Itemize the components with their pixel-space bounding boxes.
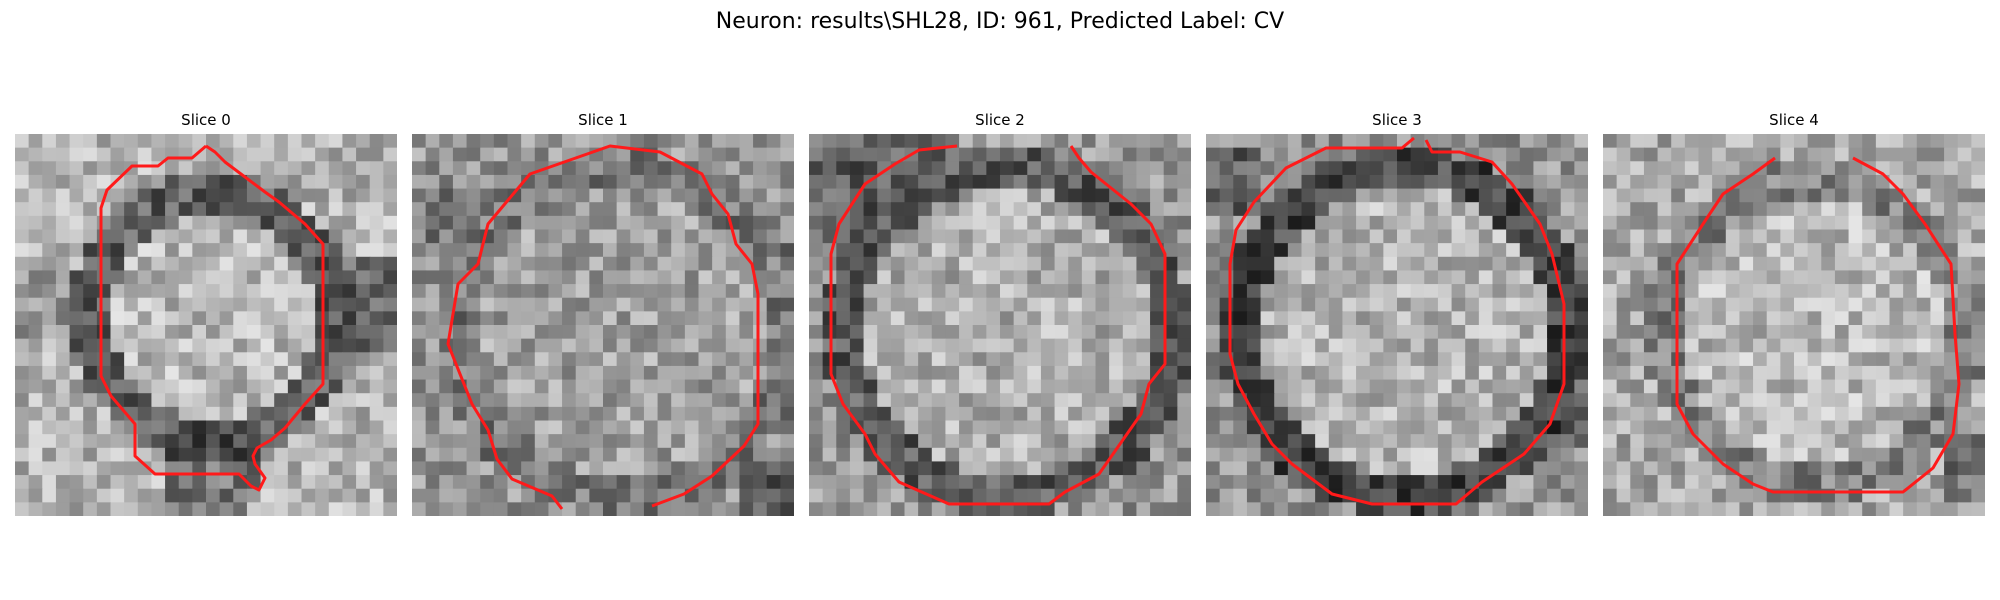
slice-panel-2: Slice 2 <box>809 110 1191 520</box>
slice-title-0: Slice 0 <box>181 111 231 129</box>
segmentation-contour <box>1675 156 1961 494</box>
segmentation-contour <box>99 144 325 492</box>
slice-panel-1: Slice 1 <box>412 110 794 520</box>
slice-panel-0: Slice 0 <box>15 110 397 520</box>
slice-image-4 <box>1603 134 1985 516</box>
slice-image-0 <box>15 134 397 516</box>
segmentation-contour <box>829 144 1167 506</box>
slice-title-3: Slice 3 <box>1372 111 1422 129</box>
slice-panel-3: Slice 3 <box>1206 110 1588 520</box>
segmentation-contour <box>1228 136 1566 506</box>
slice-panel-4: Slice 4 <box>1603 110 1985 520</box>
grayscale-pixel-grid <box>412 134 794 516</box>
slice-image-3 <box>1206 134 1588 516</box>
figure-title: Neuron: results\SHL28, ID: 961, Predicte… <box>715 9 1285 34</box>
slice-title-4: Slice 4 <box>1769 111 1819 129</box>
segmentation-contour <box>446 144 760 510</box>
slice-image-2 <box>809 134 1191 516</box>
slice-title-2: Slice 2 <box>975 111 1025 129</box>
slice-image-1 <box>412 134 794 516</box>
grayscale-pixel-grid <box>15 134 397 516</box>
grayscale-pixel-grid <box>1603 134 1985 516</box>
slice-title-1: Slice 1 <box>578 111 628 129</box>
grayscale-pixel-grid <box>809 134 1191 516</box>
